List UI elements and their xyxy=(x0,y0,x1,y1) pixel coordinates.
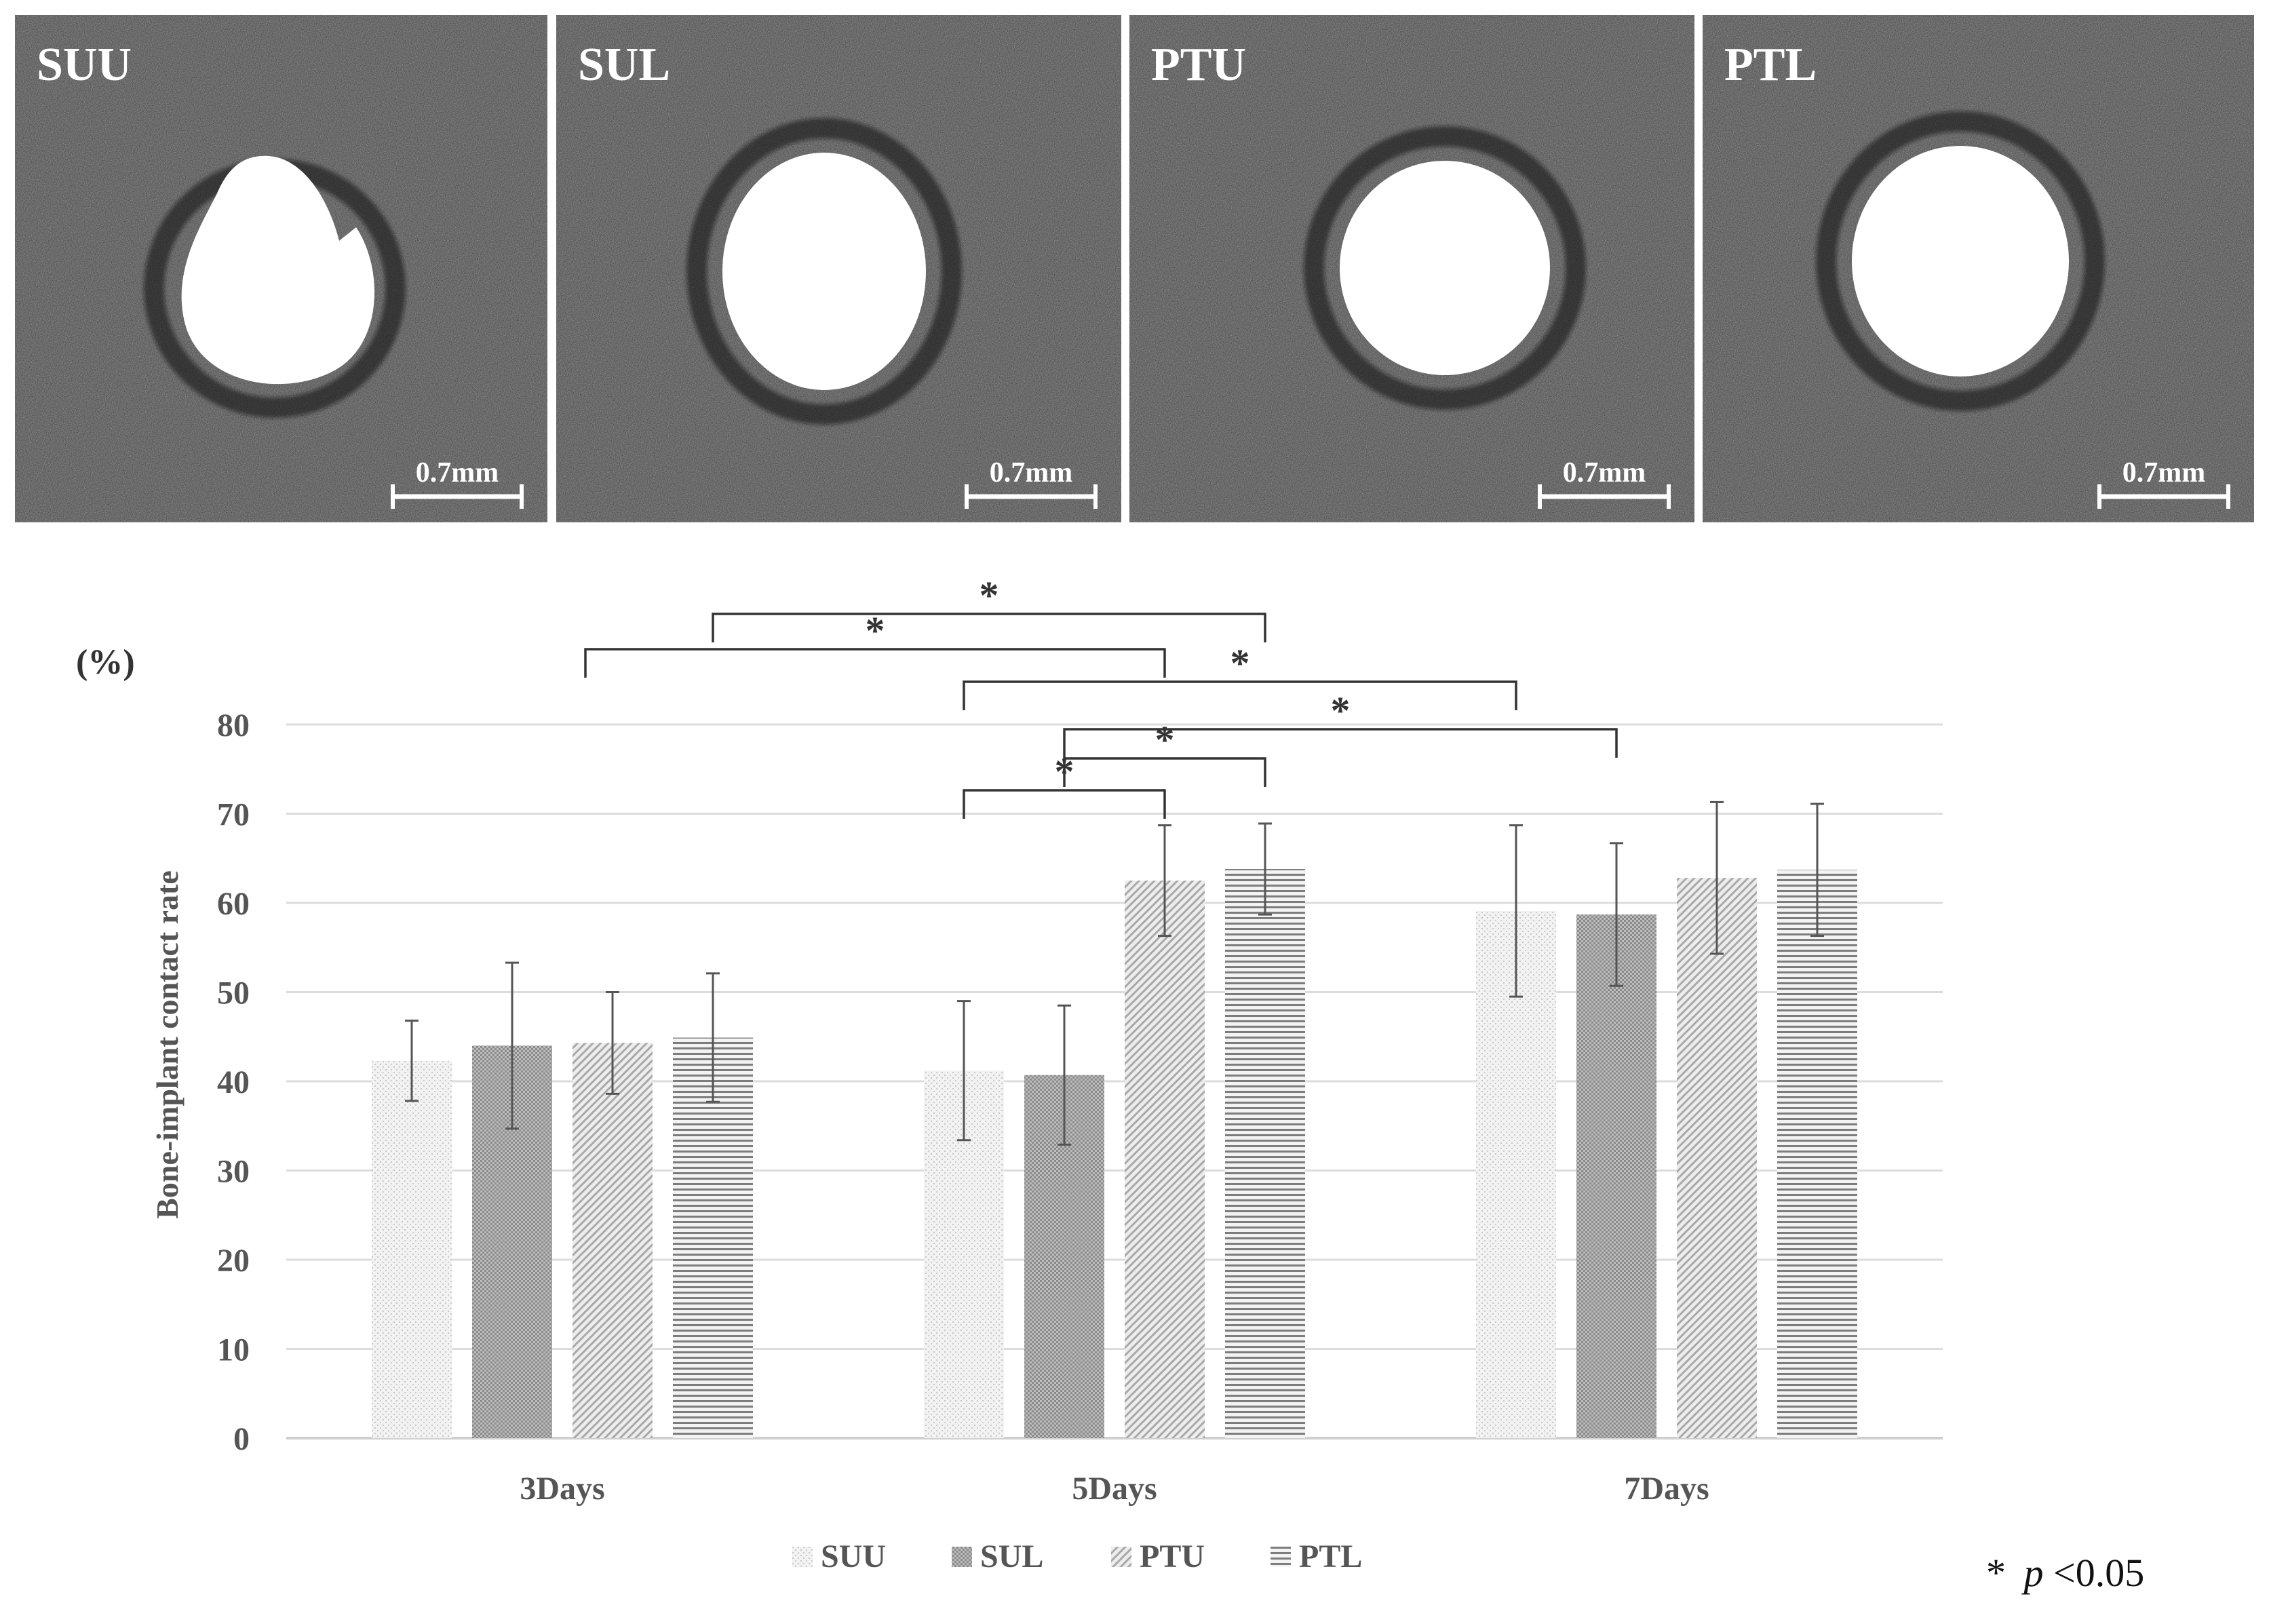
svg-text:* p <0.05: * p <0.05 xyxy=(1986,1551,2144,1595)
significance-star: * xyxy=(1155,718,1175,762)
scale-bar-label: 0.7mm xyxy=(416,457,499,488)
legend-swatch xyxy=(792,1547,813,1567)
significance-brackets: * * * * * * xyxy=(584,573,1618,819)
scale-bar: 0.7mm xyxy=(965,457,1098,509)
error-bar xyxy=(1258,822,1272,916)
legend-label: SUU xyxy=(821,1539,886,1574)
x-category-label: 5Days xyxy=(1072,1471,1157,1507)
y-tick-label: 20 xyxy=(217,1243,250,1279)
significance-star: * xyxy=(866,608,885,653)
x-category-label: 7Days xyxy=(1624,1471,1709,1507)
y-tick-label: 30 xyxy=(217,1154,250,1190)
y-tick-label: 10 xyxy=(217,1332,250,1368)
panel-label: SUU xyxy=(37,39,132,91)
panel-sul: SUL 0.7mm xyxy=(556,15,1121,522)
panel-label: SUL xyxy=(578,39,670,91)
significance-star: * xyxy=(980,573,999,617)
x-category-labels: 3Days 5Days 7Days xyxy=(520,1471,1709,1507)
footnote-p: p xyxy=(2021,1551,2044,1595)
bar-ptu-5days xyxy=(1125,881,1205,1438)
bar-ptu-7days xyxy=(1677,878,1757,1438)
bar-ptl-7days xyxy=(1777,870,1857,1438)
y-tick-label: 80 xyxy=(217,708,250,743)
legend-label: SUL xyxy=(980,1539,1043,1574)
legend-item-ptu: PTU xyxy=(1111,1539,1205,1574)
significance-bracket: * xyxy=(712,573,1266,642)
legend-swatch xyxy=(952,1547,972,1567)
scale-bar: 0.7mm xyxy=(2097,457,2230,509)
y-tick-labels: 0 10 20 30 40 50 60 70 80 xyxy=(217,708,250,1457)
micro-ct-panels: SUU 0.7mm SUL 0.7mm PTU 0.7mm PTL 0.7mm xyxy=(15,15,2254,522)
footnote-star: * xyxy=(1986,1551,2006,1595)
legend-swatch xyxy=(1111,1547,1131,1567)
y-tick-label: 0 xyxy=(233,1421,250,1457)
error-bar xyxy=(1810,803,1824,937)
legend: SUU SUL PTU PTL xyxy=(792,1539,1362,1574)
significance-star: * xyxy=(1230,641,1250,685)
scale-bar-label: 0.7mm xyxy=(1563,457,1646,488)
error-bar xyxy=(606,991,619,1095)
scale-bar: 0.7mm xyxy=(391,457,524,509)
legend-label: PTU xyxy=(1140,1539,1205,1574)
bar-suu-3days xyxy=(372,1060,452,1438)
bar-ptl-3days xyxy=(673,1037,753,1438)
significance-bracket: * xyxy=(1063,689,1618,758)
panel-ptu: PTU 0.7mm xyxy=(1129,15,1694,522)
panel-label: PTU xyxy=(1151,39,1246,91)
significance-bracket: * xyxy=(963,641,1517,710)
error-bar xyxy=(1158,824,1171,937)
error-bar xyxy=(1610,842,1623,987)
gridlines xyxy=(286,723,1943,1439)
scale-bar-label: 0.7mm xyxy=(990,457,1072,488)
significance-star: * xyxy=(1055,750,1074,794)
error-bar xyxy=(706,972,720,1103)
significance-bracket: * xyxy=(963,750,1166,819)
implant-hole xyxy=(722,153,926,390)
footnote-threshold: <0.05 xyxy=(2053,1551,2144,1595)
significance-star: * xyxy=(1331,689,1351,733)
legend-item-sul: SUL xyxy=(952,1539,1043,1574)
y-tick-label: 50 xyxy=(217,975,250,1011)
error-bar xyxy=(1509,824,1523,998)
bar-ptu-3days xyxy=(573,1043,653,1438)
y-tick-label: 40 xyxy=(217,1064,250,1100)
significance-bracket: * xyxy=(584,608,1166,678)
x-category-label: 3Days xyxy=(520,1471,604,1507)
legend-item-suu: SUU xyxy=(792,1539,886,1574)
implant-hole xyxy=(1852,146,2069,376)
error-bar xyxy=(1710,800,1724,955)
scale-bar-label: 0.7mm xyxy=(2122,457,2205,488)
error-bar xyxy=(405,1020,419,1102)
implant-hole xyxy=(1340,161,1550,375)
bars xyxy=(372,869,1857,1438)
bar-ptl-5days xyxy=(1225,869,1305,1438)
y-tick-label: 70 xyxy=(217,797,250,833)
legend-item-ptl: PTL xyxy=(1271,1539,1362,1574)
y-tick-label: 60 xyxy=(217,886,250,922)
bar-suu-7days xyxy=(1476,910,1556,1438)
scale-bar: 0.7mm xyxy=(1538,457,1671,509)
panel-ptl: PTL 0.7mm xyxy=(1703,15,2254,522)
significance-footnote: * p <0.05 xyxy=(1986,1551,2144,1595)
error-bars xyxy=(405,800,1824,1146)
error-bar xyxy=(957,1000,971,1142)
error-bar xyxy=(505,961,519,1130)
legend-swatch xyxy=(1271,1547,1291,1567)
legend-label: PTL xyxy=(1299,1539,1362,1574)
bar-chart: (%) Bone-implant contact rate 0 10 20 30 40 5… xyxy=(76,573,1943,1574)
panel-label: PTL xyxy=(1724,39,1817,91)
y-axis-title: Bone-implant contact rate xyxy=(150,870,185,1219)
error-bar xyxy=(1058,1004,1071,1146)
significance-bracket: * xyxy=(1063,718,1266,787)
implant-hole xyxy=(181,155,375,385)
bar-sul-7days xyxy=(1576,914,1656,1438)
y-unit-label: (%) xyxy=(76,643,135,682)
panel-suu: SUU 0.7mm xyxy=(15,15,547,522)
